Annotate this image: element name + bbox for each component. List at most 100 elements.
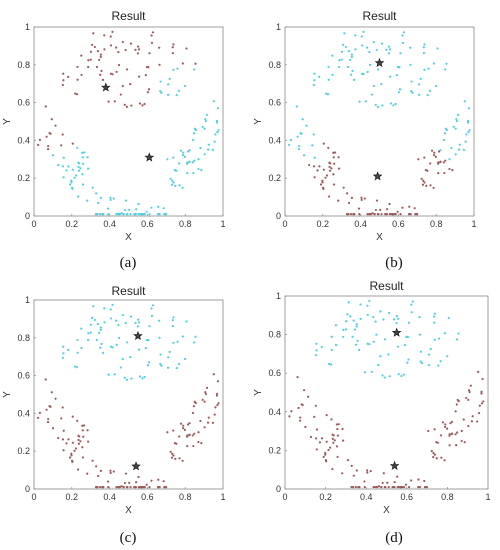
data-point (183, 84, 187, 88)
data-point (480, 402, 484, 405)
data-point (341, 472, 344, 475)
data-point (57, 163, 60, 167)
data-point (81, 456, 85, 459)
data-point (121, 84, 124, 88)
data-point (354, 343, 358, 346)
data-point (157, 205, 160, 208)
data-point (432, 456, 435, 459)
data-point (91, 43, 94, 46)
data-point (318, 441, 322, 444)
data-point (433, 428, 436, 431)
panel-caption: (c) (120, 530, 137, 546)
data-point (73, 176, 76, 179)
data-point (358, 100, 361, 103)
data-point (349, 315, 352, 318)
data-point (89, 50, 93, 53)
plot-area (284, 295, 489, 490)
x-tick-label: 1 (220, 492, 225, 502)
data-point (467, 107, 470, 110)
data-point (117, 213, 121, 216)
data-point (173, 442, 177, 445)
data-point (137, 213, 140, 216)
data-point (172, 68, 175, 71)
data-point (181, 62, 184, 65)
y-tick-label: 0.4 (17, 408, 30, 418)
data-point (48, 405, 51, 408)
data-point (350, 53, 353, 56)
data-point (128, 481, 131, 484)
data-point (176, 340, 179, 343)
data-point (181, 186, 184, 189)
data-point (194, 335, 197, 338)
data-point (325, 174, 329, 177)
data-point (109, 196, 112, 199)
data-point (288, 415, 291, 418)
data-point (456, 431, 459, 434)
data-point (327, 146, 330, 149)
data-point (333, 151, 337, 154)
data-point (215, 392, 219, 395)
x-tick-label: 0.8 (441, 492, 454, 502)
data-point (392, 318, 396, 321)
data-point (417, 93, 421, 96)
data-point (89, 323, 93, 326)
data-point (369, 470, 372, 473)
data-point (407, 321, 411, 324)
data-point (468, 129, 471, 132)
data-point (470, 420, 473, 423)
data-point (122, 486, 125, 489)
data-point (360, 198, 363, 202)
data-point (193, 400, 196, 403)
data-point (360, 72, 364, 75)
data-point (107, 213, 110, 216)
data-point (368, 299, 371, 303)
data-point (298, 419, 302, 422)
data-point (467, 424, 470, 428)
data-point (214, 133, 217, 136)
data-point (126, 213, 129, 216)
data-point (185, 320, 188, 323)
data-point (99, 326, 102, 329)
data-point (107, 373, 110, 376)
data-point (418, 333, 421, 336)
data-point (328, 169, 332, 172)
data-point (328, 165, 331, 169)
data-point (374, 320, 377, 323)
data-point (423, 479, 426, 483)
data-point (37, 416, 40, 419)
data-point (68, 456, 72, 459)
data-point (414, 213, 417, 216)
data-point (62, 79, 65, 82)
data-point (350, 485, 353, 489)
data-point (366, 213, 369, 216)
data-point (435, 441, 438, 444)
data-point (454, 127, 457, 130)
data-point (99, 346, 102, 349)
data-point (360, 196, 363, 199)
data-point (402, 31, 406, 34)
data-point (312, 165, 316, 168)
data-point (214, 406, 217, 409)
plot-area (33, 299, 224, 490)
data-point (211, 148, 214, 151)
data-point (129, 42, 133, 45)
data-point (455, 338, 459, 341)
data-point (368, 63, 372, 67)
data-point (364, 371, 367, 374)
data-point (213, 413, 216, 416)
data-point (50, 118, 53, 121)
data-point (71, 441, 74, 444)
data-point (444, 423, 447, 426)
data-point (334, 343, 338, 347)
scatter-panel-b: Result 0 0.2 0.4 0.6 0.8 1 0 0.2 0.4 0.6 0.8 1 X Y (b) (253, 9, 477, 271)
data-point (315, 342, 318, 345)
data-point (99, 55, 102, 58)
data-point (468, 390, 471, 394)
data-point (441, 421, 445, 424)
data-point (60, 417, 63, 420)
data-point (347, 301, 350, 304)
data-point (94, 213, 98, 216)
data-point (425, 184, 428, 187)
data-point (400, 374, 403, 378)
data-point (409, 46, 412, 49)
